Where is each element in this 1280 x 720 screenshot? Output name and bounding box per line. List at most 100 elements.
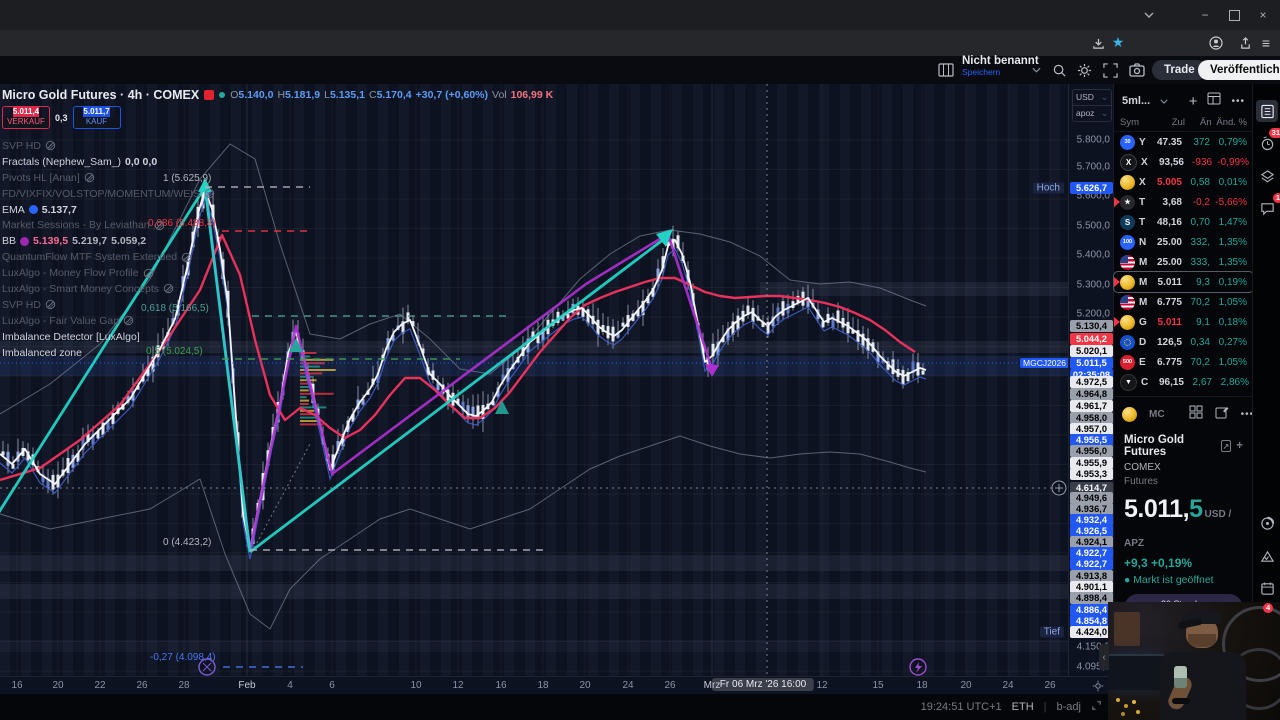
time-label: 20 [579,680,591,691]
target-rail-icon[interactable] [1256,512,1278,534]
watchlist-chevron-icon[interactable] [1160,99,1168,104]
cal-rail-icon[interactable] [1256,577,1278,599]
indicator-legend-row[interactable]: BB 5.139,5 5.219,7 5.059,2 [2,233,232,249]
layout-name[interactable]: Nicht benannt Speichern [962,55,1039,77]
layout-grid-icon[interactable] [938,56,954,84]
eye-hidden-icon[interactable] [143,268,154,279]
watchlist-row[interactable]: X X 93,56 -936 -0,99% [1114,152,1253,172]
watchlist-row[interactable]: M 6.775 70,2 1,05% [1114,292,1253,312]
detail-more-icon[interactable]: ••• [1240,409,1255,420]
buy-button[interactable]: 5.011,7 KAUF [72,106,121,129]
fullscreen-icon[interactable] [1103,56,1118,84]
watchlist-row[interactable]: 30 Y 47.35 372 0,79% [1114,132,1253,152]
indicator-legend-row[interactable]: SVP HD [2,138,232,154]
window-minimize-icon[interactable]: − [1201,8,1209,22]
edit-note-icon[interactable] [1215,405,1229,424]
indicator-legend-row[interactable]: Fractals (Nephew_Sam_) 0,0 0,0 [2,154,232,170]
column-header[interactable]: Än [1200,117,1212,128]
menu-icon[interactable]: ≡ [1261,35,1271,51]
chart-canvas[interactable]: 1 (5.625,9) 0,886 (5.488,8) 0,618 (5.166,5… [0,84,1068,676]
symbol-title[interactable]: Micro Gold Futures · 4h · COMEX [2,88,200,102]
idea-rail-icon[interactable] [1256,545,1278,567]
eye-hidden-icon[interactable] [154,220,165,231]
watchlist-row[interactable]: S T 48,16 0,70 1,47% [1114,212,1253,232]
window-restore-icon[interactable] [1223,4,1245,26]
column-header[interactable]: Änd. % [1216,117,1247,128]
indicator-legend-row[interactable]: LuxAlgo - Fair Value Gap [2,313,232,329]
expand-icon[interactable] [1091,700,1102,714]
indicator-legend-row[interactable]: FD/VIXFIX/VOLSTOP/MOMENTUM/WEIS [2,186,232,202]
watchlist-row[interactable]: 100 N 25.00 332, 1,35% [1114,232,1253,252]
time-axis[interactable]: Fr 06 Mrz '26 16:00 16 20 22 26 28 Feb 4 6 10 12 1… [0,676,1113,695]
clock-rail-icon[interactable]: 31 [1256,128,1280,154]
watchlist-row[interactable]: D 126,5 0,34 0,27% [1114,332,1253,352]
change-percent: 0,19% [1218,276,1247,288]
indicator-legend-row[interactable]: SVP HD [2,297,232,313]
eye-hidden-icon[interactable] [45,140,56,151]
snapshot-camera-icon[interactable] [1129,56,1145,84]
axis-settings-gear-icon[interactable] [1092,680,1104,695]
watchlist-row[interactable]: ▼ C 96,15 2,67 2,86% [1114,372,1253,392]
price-tick: 5.300,0 [1076,279,1110,291]
column-header[interactable]: Zul [1171,117,1185,128]
more-options-icon[interactable]: ••• [1231,95,1245,107]
add-symbol-icon[interactable]: + [1188,92,1198,110]
indicator-legend-row[interactable]: LuxAlgo - Money Flow Profile [2,265,232,281]
eye-hidden-icon[interactable] [163,283,174,294]
axis-unit-box[interactable]: USD ⌄ apoz ⌄ [1072,89,1112,122]
last-price: 96,15 [1158,376,1184,388]
chart-area[interactable]: 1 (5.625,9) 0,886 (5.488,8) 0,618 (5.166,5… [0,84,1068,676]
eye-hidden-icon[interactable] [204,188,215,199]
price-tick: 5.500,0 [1076,220,1110,232]
session-type[interactable]: ETH [1011,701,1034,713]
layout-squares-icon[interactable] [1189,405,1203,424]
watchlist-row[interactable]: M 25.00 333, 1,35% [1114,252,1253,272]
indicator-legend-row[interactable]: Imbalance Detector [LuxAlgo] [2,329,232,345]
last-price: 5.011 [1157,316,1182,328]
publish-button[interactable]: Veröffentlichen [1198,60,1280,80]
symbol-letter: G [1139,316,1147,328]
detail-symbol-name[interactable]: Micro Gold Futures [1124,434,1185,458]
indicator-legend-row[interactable]: EMA 5.137,7 [2,202,232,218]
clock-utc[interactable]: 19:24:51 UTC+1 [920,701,1002,713]
indicator-legend-row[interactable]: LuxAlgo - Smart Money Concepts [2,281,232,297]
open-external-icon[interactable]: ↗ [1220,440,1232,452]
webcam-collapse-handle[interactable]: ‹ [1099,644,1109,670]
indicator-legend-row[interactable]: Pivots HL [Anan] [2,170,232,186]
webcam-overlay[interactable] [1108,602,1280,720]
price-axis[interactable]: USD ⌄ apoz ⌄ 5.800,0 5.700,0 5.600,0 5.500,0 5… [1068,84,1114,676]
download-icon[interactable] [1088,33,1108,53]
detail-plus-icon[interactable]: + [1236,440,1243,452]
bookmark-star-icon[interactable]: ★ [1111,35,1125,51]
list-rail-icon[interactable] [1256,100,1278,122]
eye-hidden-icon[interactable] [84,172,95,183]
trade-button[interactable]: Trade [1152,60,1207,80]
indicator-legend-row[interactable]: Imbalanced zone [2,345,232,361]
change-value: -0,2 [1192,196,1210,208]
watchlist-row[interactable]: G 5.011 9,1 0,18% [1114,312,1253,332]
profile-icon[interactable] [1206,33,1226,53]
window-chevron-icon[interactable] [1138,4,1160,26]
watchlist-row[interactable]: 500 E 6.775 70,2 1,05% [1114,352,1253,372]
sell-button[interactable]: 5.011,4 VERKAUF [2,106,50,129]
grid-view-icon[interactable] [1207,92,1221,110]
layout-chevron-icon[interactable] [1032,56,1041,84]
settings-gear-icon[interactable] [1077,56,1092,84]
watchlist-row[interactable]: X 5.005 0,58 0,01% [1114,172,1253,192]
indicator-legend-row[interactable]: Market Sessions - By Leviathan [2,217,232,233]
price-chart-svg[interactable]: 1 (5.625,9) 0,886 (5.488,8) 0,618 (5.166,5… [0,84,1068,676]
watchlist-row[interactable]: M 5.011 9,3 0,19% [1113,271,1254,293]
window-close-icon[interactable]: × [1259,8,1267,22]
share-icon[interactable] [1235,33,1255,53]
indicator-legend-row[interactable]: QuantumFlow MTF System Extended [2,249,232,265]
chat-rail-icon[interactable]: 1 [1256,193,1280,219]
watchlist-row[interactable]: ★ T 3,68 -0,2 -5,66% [1114,192,1253,212]
layers-rail-icon[interactable] [1256,165,1278,187]
quick-search-icon[interactable] [1052,56,1067,84]
column-header[interactable]: Sym [1120,117,1139,128]
adjustment-mode[interactable]: b-adj [1056,701,1081,713]
eye-hidden-icon[interactable] [123,315,134,326]
watchlist-group-name[interactable]: 5ml... [1122,95,1151,107]
eye-hidden-icon[interactable] [181,252,192,263]
eye-hidden-icon[interactable] [45,299,56,310]
